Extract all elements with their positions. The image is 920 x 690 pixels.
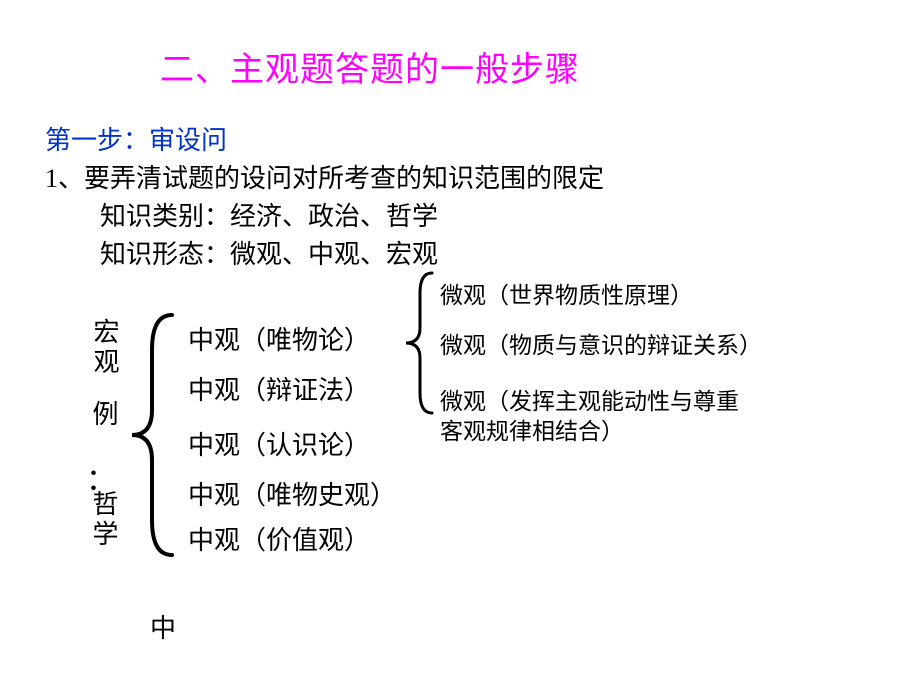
mid-item-2: 中观（辩证法） [188,370,370,407]
left-label-zhexue: 哲学 [86,490,123,550]
mid-item-4: 中观（唯物史观） [188,475,396,512]
body-line-3: 知识形态：微观、中观、宏观 [100,234,438,271]
brace-small-icon [400,268,438,418]
left-label-li: 例 [86,400,123,430]
page-title: 二、主观题答题的一般步骤 [160,42,580,91]
right-item-3a: 微观（发挥主观能动性与尊重 [440,382,739,416]
right-item-1: 微观（世界物质性原理） [440,276,693,310]
step-label: 第一步：审设问 [45,120,227,157]
bottom-char: 中 [150,608,176,645]
brace-large-icon [122,310,182,560]
right-item-2: 微观（物质与意识的辩证关系） [440,326,762,360]
mid-item-3: 中观（认识论） [188,425,370,462]
body-line-1: 1、要弄清试题的设问对所考查的知识范围的限定 [45,158,604,195]
mid-item-5: 中观（价值观） [188,520,370,557]
body-line-2: 知识类别：经济、政治、哲学 [100,196,438,233]
left-label-hongguan: 宏观 [86,318,123,378]
mid-item-1: 中观（唯物论） [188,320,370,357]
right-item-3b: 客观规律相结合） [440,412,624,446]
